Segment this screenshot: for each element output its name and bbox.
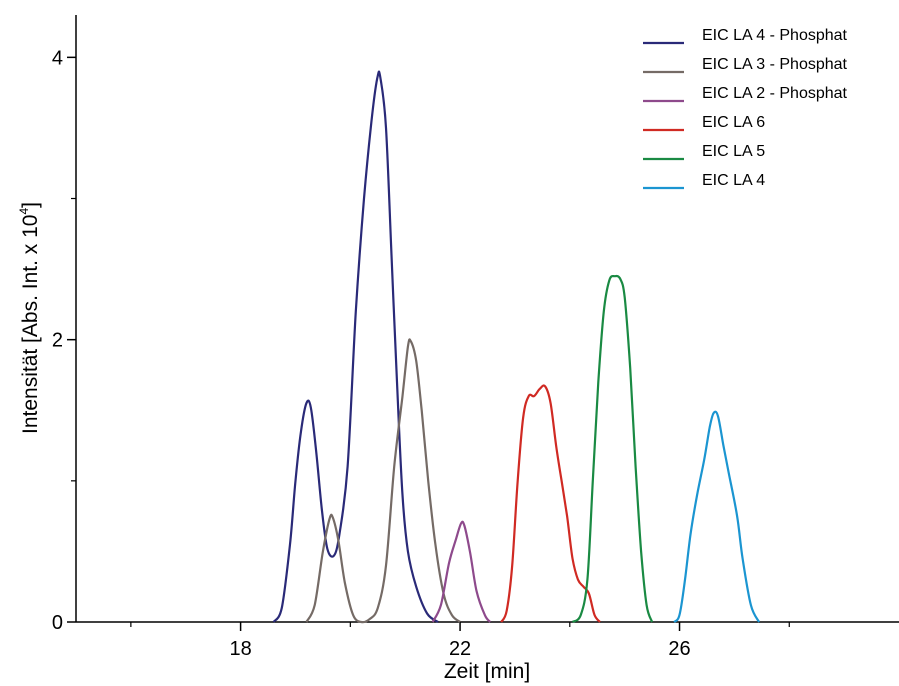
y-tick-label: 4 — [52, 47, 63, 69]
series-line-6 — [673, 410, 761, 623]
legend-label: EIC LA 5 — [702, 143, 765, 160]
legend: EIC LA 4 - Phosphat EIC LA 3 - Phosphat EI… — [643, 27, 848, 190]
x-tick-label: 18 — [229, 638, 251, 660]
legend-label: EIC LA 6 — [702, 114, 765, 131]
legend-label: EIC LA 3 - Phosphat — [702, 56, 848, 73]
series-line-5 — [571, 274, 654, 623]
legend-label: EIC LA 4 - Phosphat — [702, 27, 848, 44]
y-tick-label: 2 — [52, 330, 63, 352]
series-line-4 — [500, 384, 601, 623]
x-tick-label: 22 — [449, 638, 471, 660]
y-axis-title-close: ] — [19, 202, 42, 208]
legend-label: EIC LA 4 — [702, 172, 765, 189]
legend-label: EIC LA 2 - Phosphat — [702, 85, 848, 102]
series-line-1 — [272, 70, 439, 623]
y-axis-title-main: Intensität [Abs. Int. x 10 — [19, 215, 42, 434]
y-tick-label: 0 — [52, 612, 63, 634]
axes — [75, 15, 899, 623]
series-line-2 — [305, 338, 461, 624]
y-axis-title-exponent: 4 — [17, 208, 31, 215]
ticks: 18 22 26 0 2 4 — [52, 47, 790, 660]
series-line-3 — [431, 520, 492, 623]
x-axis-title: Zeit [min] — [444, 660, 530, 683]
x-tick-label: 26 — [668, 638, 690, 660]
series-layer — [272, 70, 761, 624]
y-axis-title: Intensität [Abs. Int. x 104] — [17, 202, 42, 434]
